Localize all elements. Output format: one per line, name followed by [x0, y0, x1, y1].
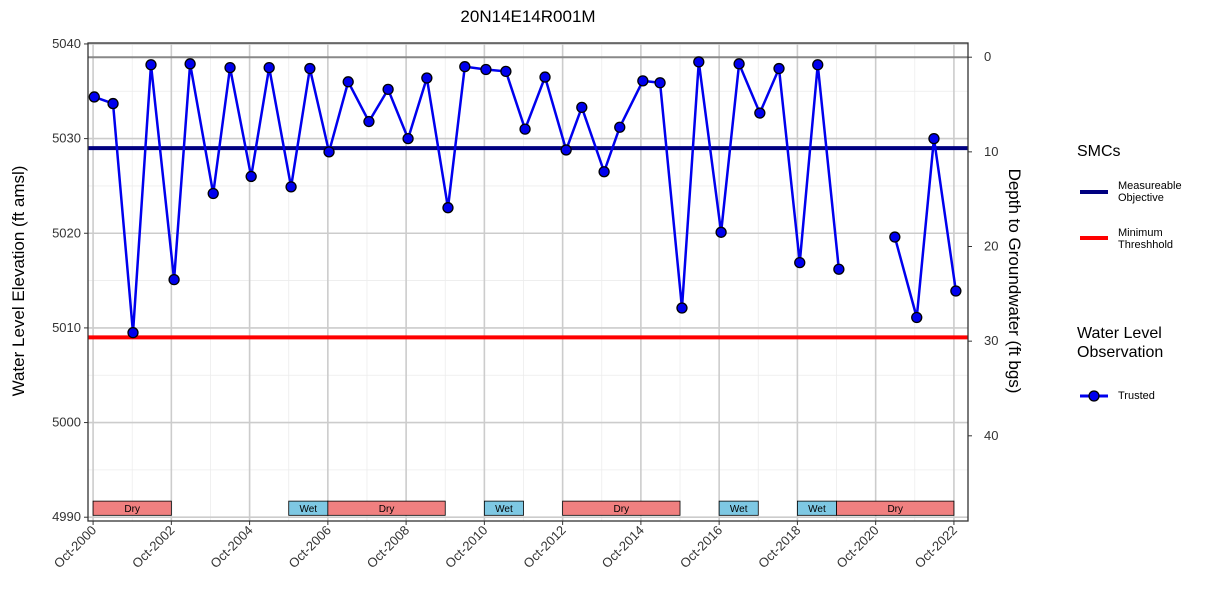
- data-point: [911, 311, 923, 324]
- x-tick-label: Oct-2012: [520, 523, 568, 571]
- data-point: [539, 71, 551, 83]
- y-tick-label: 5000: [52, 415, 81, 430]
- data-point: [363, 115, 375, 128]
- legend-title: SMCs: [1077, 143, 1121, 160]
- series-line: [93, 61, 958, 333]
- legend-label: Minimum Threshhold: [1118, 227, 1174, 251]
- data-point: [576, 101, 588, 114]
- y2-axis-title: Depth to Groundwater (ft bgs): [1005, 169, 1024, 394]
- data-point: [459, 61, 471, 73]
- data-point: [794, 256, 806, 269]
- data-point: [285, 181, 297, 193]
- x-tick-label: Oct-2008: [364, 523, 412, 571]
- legend-title: Water Level Observation: [1077, 325, 1164, 361]
- x-tick-label: Oct-2004: [207, 523, 255, 571]
- period-box: [92, 500, 172, 516]
- y-tick-label: 5040: [52, 36, 81, 51]
- x-tick-label: Oct-2010: [442, 523, 490, 571]
- x-tick-label: Oct-2016: [677, 523, 725, 571]
- y2-tick-label: 30: [984, 333, 998, 348]
- data-point: [889, 231, 901, 243]
- data-point: [323, 146, 335, 158]
- period-label: Dry: [614, 504, 630, 515]
- x-tick-label: Oct-2018: [755, 523, 803, 571]
- data-point: [754, 107, 766, 119]
- data-point: [833, 263, 845, 275]
- data-point: [560, 144, 572, 156]
- data-point: [676, 302, 688, 314]
- data-point: [733, 58, 745, 70]
- data-point: [614, 121, 626, 133]
- data-point: [598, 166, 610, 178]
- data-point: [168, 273, 180, 286]
- data-point: [519, 123, 531, 135]
- data-point: [88, 91, 100, 103]
- period-box: [562, 500, 681, 516]
- data-point: [127, 326, 139, 339]
- panel-border: [87, 42, 969, 522]
- y2-tick-label: 20: [984, 239, 998, 254]
- data-point: [812, 59, 824, 71]
- period-label: Dry: [379, 504, 395, 515]
- period-label: Wet: [495, 504, 513, 515]
- period-box: [718, 500, 759, 516]
- legend-swatch: [1088, 390, 1100, 402]
- period-label: Wet: [808, 504, 826, 515]
- chart-title: 20N14E14R001M: [460, 7, 595, 26]
- y-tick-label: 4990: [52, 509, 81, 524]
- period-label: Wet: [299, 504, 317, 515]
- data-point: [480, 63, 492, 76]
- data-point: [184, 58, 196, 70]
- y-tick-label: 5030: [52, 131, 81, 146]
- data-point: [263, 61, 275, 74]
- data-point: [207, 187, 219, 200]
- data-point: [421, 72, 433, 84]
- data-point: [950, 285, 962, 297]
- data-point: [402, 132, 414, 145]
- data-point: [654, 77, 666, 89]
- data-point: [715, 226, 727, 238]
- data-point: [224, 61, 236, 74]
- x-tick-label: Oct-2002: [129, 523, 177, 571]
- x-tick-label: Oct-2000: [51, 523, 99, 571]
- legend-label: Trusted: [1118, 390, 1155, 402]
- data-point: [500, 65, 512, 78]
- data-point: [304, 62, 316, 75]
- data-point: [145, 59, 157, 71]
- y2-tick-label: 40: [984, 428, 998, 443]
- data-point: [693, 56, 705, 68]
- x-tick-label: Oct-2006: [286, 523, 334, 571]
- period-box: [836, 500, 955, 516]
- y-tick-label: 5020: [52, 225, 81, 240]
- data-point: [442, 202, 454, 214]
- data-point: [107, 97, 119, 110]
- data-point: [245, 170, 257, 183]
- data-point: [342, 76, 354, 88]
- x-tick-label: Oct-2022: [912, 523, 960, 571]
- data-point: [637, 75, 649, 87]
- x-tick-label: Oct-2014: [599, 523, 647, 571]
- legend-label: Measureable Objective: [1118, 180, 1182, 204]
- period-label: Dry: [124, 504, 140, 515]
- period-label: Dry: [887, 504, 903, 515]
- data-point: [773, 62, 785, 75]
- y2-tick-label: 0: [984, 49, 991, 64]
- y-axis-title: Water Level Elevation (ft amsl): [9, 166, 28, 397]
- period-label: Wet: [730, 504, 748, 515]
- period-box: [327, 500, 446, 516]
- x-tick-label: Oct-2020: [833, 523, 881, 571]
- period-box: [483, 500, 524, 516]
- y-tick-label: 5010: [52, 320, 81, 335]
- data-point: [928, 132, 940, 145]
- y2-tick-label: 10: [984, 144, 998, 159]
- data-point: [382, 83, 394, 96]
